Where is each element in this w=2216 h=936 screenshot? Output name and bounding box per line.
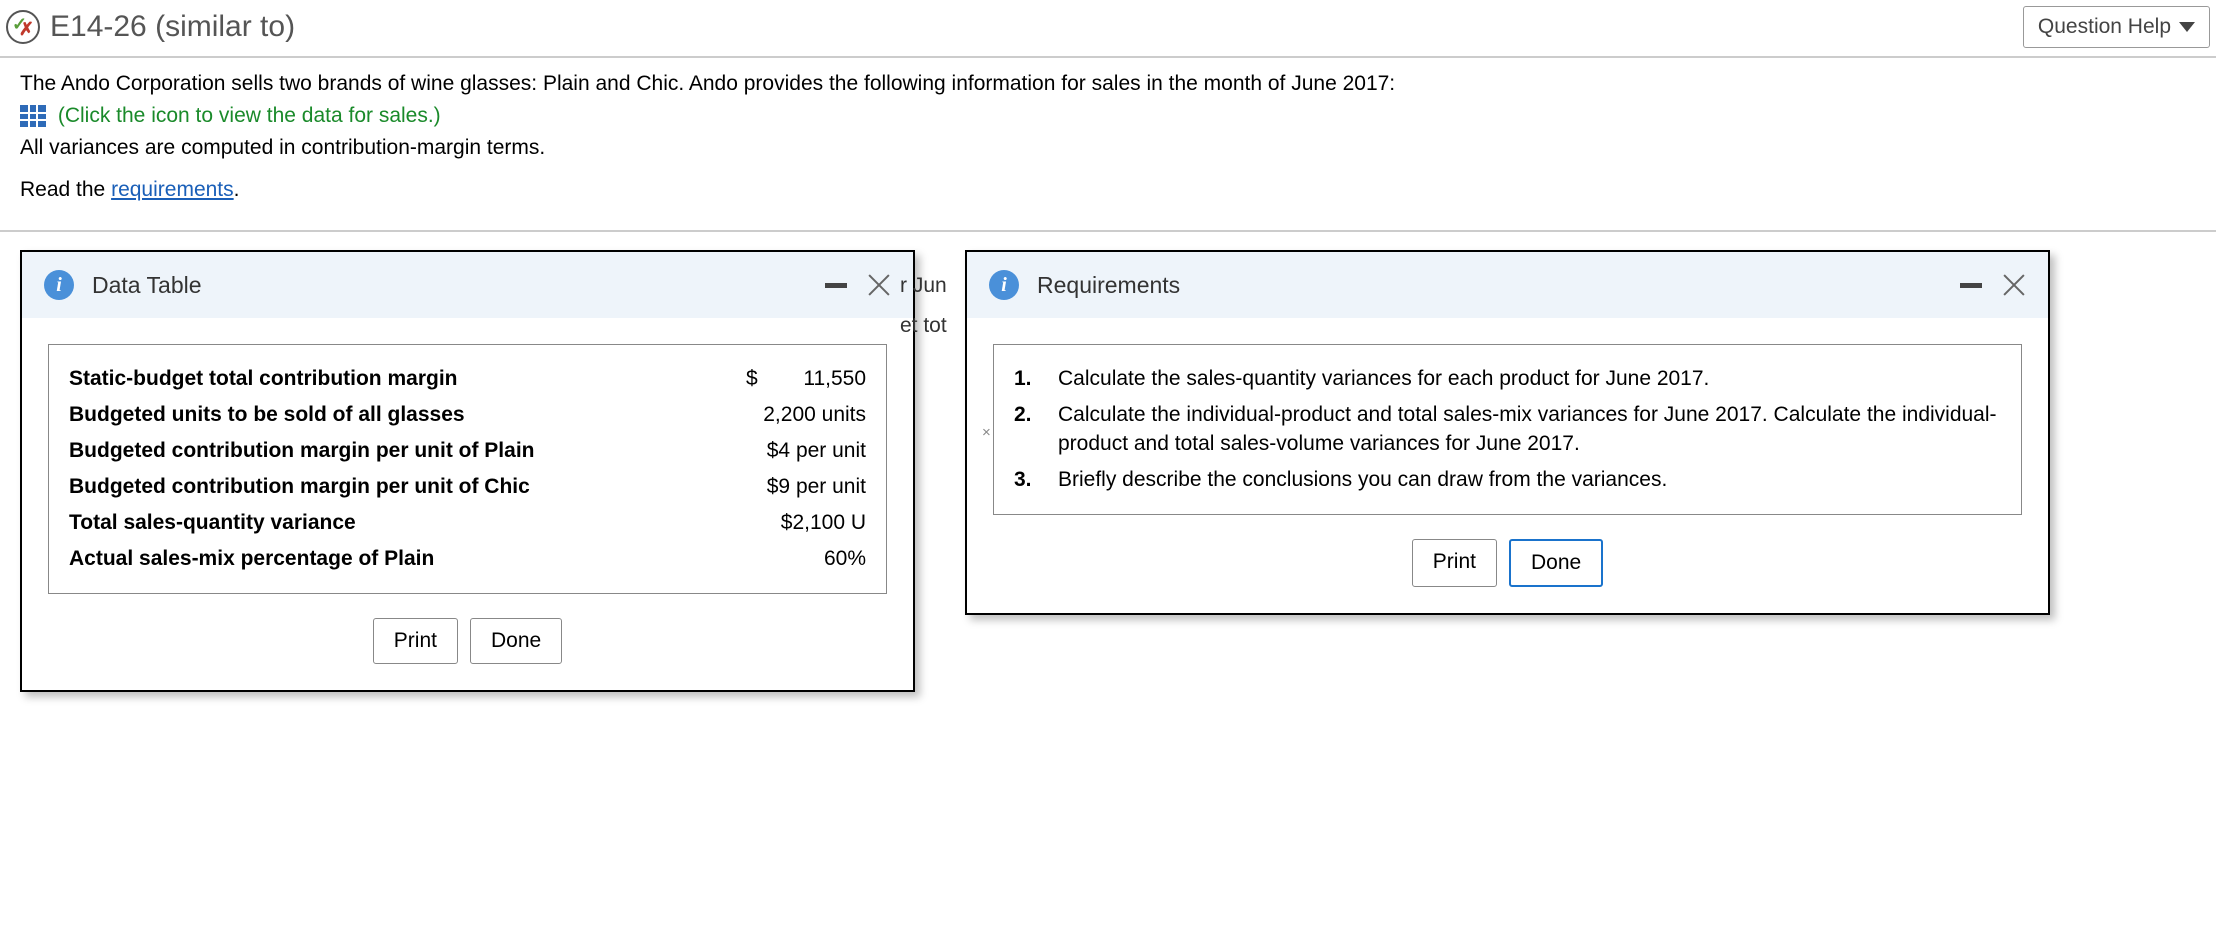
- question-header: ✓✗ E14-26 (similar to) Question Help: [0, 0, 2216, 58]
- read-requirements: Read the requirements.: [20, 178, 2196, 202]
- table-row: Budgeted contribution margin per unit of…: [69, 469, 866, 505]
- question-title: E14-26 (similar to): [50, 10, 295, 44]
- requirements-list: 1. Calculate the sales-quantity variance…: [993, 344, 2022, 515]
- info-icon: i: [989, 270, 1019, 300]
- question-status-icon: ✓✗: [6, 10, 40, 44]
- info-icon: i: [44, 270, 74, 300]
- table-row: Budgeted contribution margin per unit of…: [69, 433, 866, 469]
- view-data-link[interactable]: (Click the icon to view the data for sal…: [58, 104, 441, 127]
- question-help-label: Question Help: [2038, 15, 2171, 39]
- dialog-title: Data Table: [92, 272, 202, 299]
- question-body: The Ando Corporation sells two brands of…: [0, 58, 2216, 230]
- intro-text: The Ando Corporation sells two brands of…: [20, 72, 2196, 96]
- close-icon[interactable]: [867, 273, 891, 297]
- background-fragment-2: et tot: [900, 314, 947, 338]
- print-button[interactable]: Print: [373, 618, 458, 664]
- minimize-icon[interactable]: [825, 283, 847, 288]
- close-icon[interactable]: [2002, 273, 2026, 297]
- background-fragment-1: r Jun: [900, 274, 947, 298]
- done-button[interactable]: Done: [1509, 539, 1603, 587]
- table-row: Static-budget total contribution margin …: [69, 361, 866, 397]
- data-table-dialog: i Data Table Static-budget total contrib…: [20, 250, 915, 692]
- table-row: Actual sales-mix percentage of Plain 60%: [69, 541, 866, 577]
- list-item: 1. Calculate the sales-quantity variance…: [1014, 361, 2001, 397]
- requirements-dialog: i Requirements 1. Calculate the sales-qu…: [965, 250, 2050, 615]
- chevron-down-icon: [2179, 22, 2195, 32]
- done-button[interactable]: Done: [470, 618, 562, 664]
- print-button[interactable]: Print: [1412, 539, 1497, 587]
- data-table: Static-budget total contribution margin …: [48, 344, 887, 594]
- list-item: 3. Briefly describe the conclusions you …: [1014, 462, 2001, 498]
- dialog-title: Requirements: [1037, 272, 1180, 299]
- dialog-header: i Requirements: [967, 252, 2048, 318]
- variance-note: All variances are computed in contributi…: [20, 136, 2196, 160]
- background-close-x: ×: [982, 424, 991, 441]
- question-help-button[interactable]: Question Help: [2023, 6, 2210, 48]
- list-item: 2. Calculate the individual-product and …: [1014, 397, 2001, 462]
- data-table-icon[interactable]: [20, 105, 46, 127]
- minimize-icon[interactable]: [1960, 283, 1982, 288]
- dialog-header: i Data Table: [22, 252, 913, 318]
- requirements-link[interactable]: requirements: [111, 178, 234, 201]
- table-row: Total sales-quantity variance $2,100 U: [69, 505, 866, 541]
- table-row: Budgeted units to be sold of all glasses…: [69, 397, 866, 433]
